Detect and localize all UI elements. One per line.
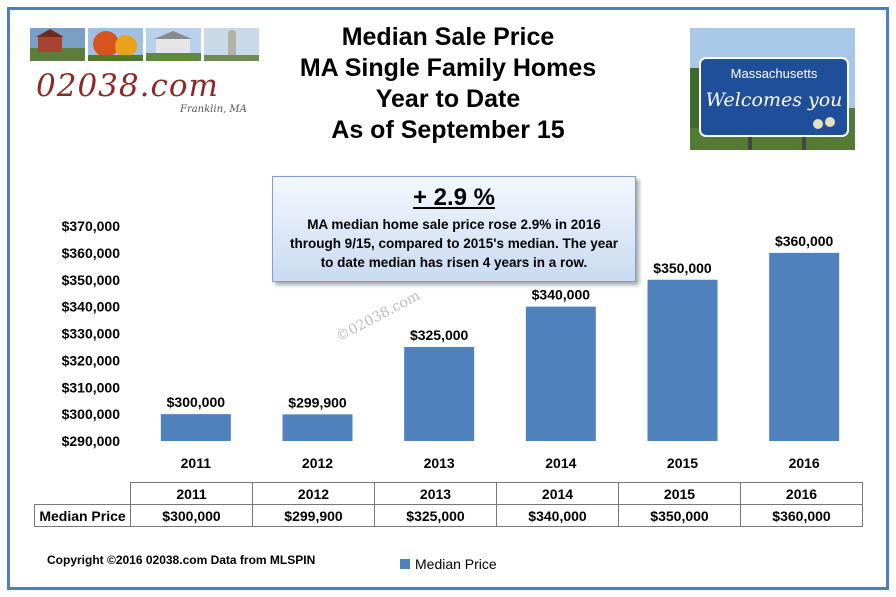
logo-town-name: Franklin, MA xyxy=(180,104,247,115)
autumn-tree-photo-icon xyxy=(88,28,143,61)
table-year-header: 2014 xyxy=(496,482,619,505)
x-tick-label: 2016 xyxy=(789,455,820,471)
logo-site-name: 02038.com xyxy=(36,68,219,104)
y-tick-label: $300,000 xyxy=(62,406,121,422)
copyright-text: Copyright ©2016 02038.com Data from MLSP… xyxy=(47,553,316,567)
y-tick-label: $350,000 xyxy=(62,272,121,288)
chart-legend: Median Price xyxy=(400,556,497,572)
table-cell: $360,000 xyxy=(740,504,863,527)
table-cell: $299,900 xyxy=(252,504,375,527)
y-tick-label: $340,000 xyxy=(62,299,121,315)
table-year-header: 2015 xyxy=(618,482,741,505)
y-tick-label: $360,000 xyxy=(62,245,121,261)
callout-headline: + 2.9 % xyxy=(412,184,496,211)
statue-photo-icon xyxy=(204,28,259,61)
bar xyxy=(525,306,596,441)
site-logo: 02038.com Franklin, MA xyxy=(30,28,265,118)
table-cell: $350,000 xyxy=(618,504,741,527)
data-label: $299,900 xyxy=(288,394,347,410)
massachusetts-welcome-sign: Massachusetts Welcomes you xyxy=(690,28,855,150)
table-cell: $340,000 xyxy=(496,504,619,527)
table-cell: $300,000 xyxy=(130,504,253,527)
data-label: $350,000 xyxy=(653,260,712,276)
sign-line-1: Massachusetts xyxy=(731,66,818,81)
bar xyxy=(647,279,718,441)
x-tick-label: 2014 xyxy=(545,455,576,471)
table-year-header: 2013 xyxy=(374,482,497,505)
legend-label: Median Price xyxy=(415,556,497,572)
table-header-row: 2011 2012 2013 2014 2015 2016 xyxy=(35,482,863,505)
x-tick-label: 2011 xyxy=(181,455,212,471)
table-cell: $325,000 xyxy=(374,504,497,527)
callout-body: MA median home sale price rose 2.9% in 2… xyxy=(289,217,619,270)
bar xyxy=(282,414,353,441)
bar xyxy=(404,346,475,441)
data-label: $325,000 xyxy=(410,327,469,343)
y-tick-label: $290,000 xyxy=(62,433,121,449)
house-photo-icon xyxy=(30,28,85,61)
building-photo-icon xyxy=(146,28,201,61)
table-year-header: 2012 xyxy=(252,482,375,505)
bar xyxy=(160,414,231,441)
x-tick-label: 2013 xyxy=(424,455,455,471)
table-row-label: Median Price xyxy=(34,504,131,527)
table-row: Median Price $300,000 $299,900 $325,000 … xyxy=(34,504,863,527)
y-tick-label: $330,000 xyxy=(62,326,121,342)
data-label: $360,000 xyxy=(775,233,834,249)
sign-line-2: Welcomes you xyxy=(706,89,843,111)
data-label: $340,000 xyxy=(532,287,591,303)
table-year-header: 2011 xyxy=(130,482,253,505)
x-tick-label: 2015 xyxy=(667,455,698,471)
table-corner xyxy=(35,483,131,505)
data-table: 2011 2012 2013 2014 2015 2016 Median Pri… xyxy=(34,482,863,527)
bar xyxy=(769,252,840,441)
legend-swatch xyxy=(400,559,410,569)
y-tick-label: $370,000 xyxy=(62,218,121,234)
change-callout: + 2.9 % MA median home sale price rose 2… xyxy=(272,176,636,282)
data-label: $300,000 xyxy=(167,394,226,410)
y-tick-label: $310,000 xyxy=(62,379,121,395)
table-year-header: 2016 xyxy=(740,482,863,505)
x-tick-label: 2012 xyxy=(302,455,333,471)
y-tick-label: $320,000 xyxy=(62,352,121,368)
